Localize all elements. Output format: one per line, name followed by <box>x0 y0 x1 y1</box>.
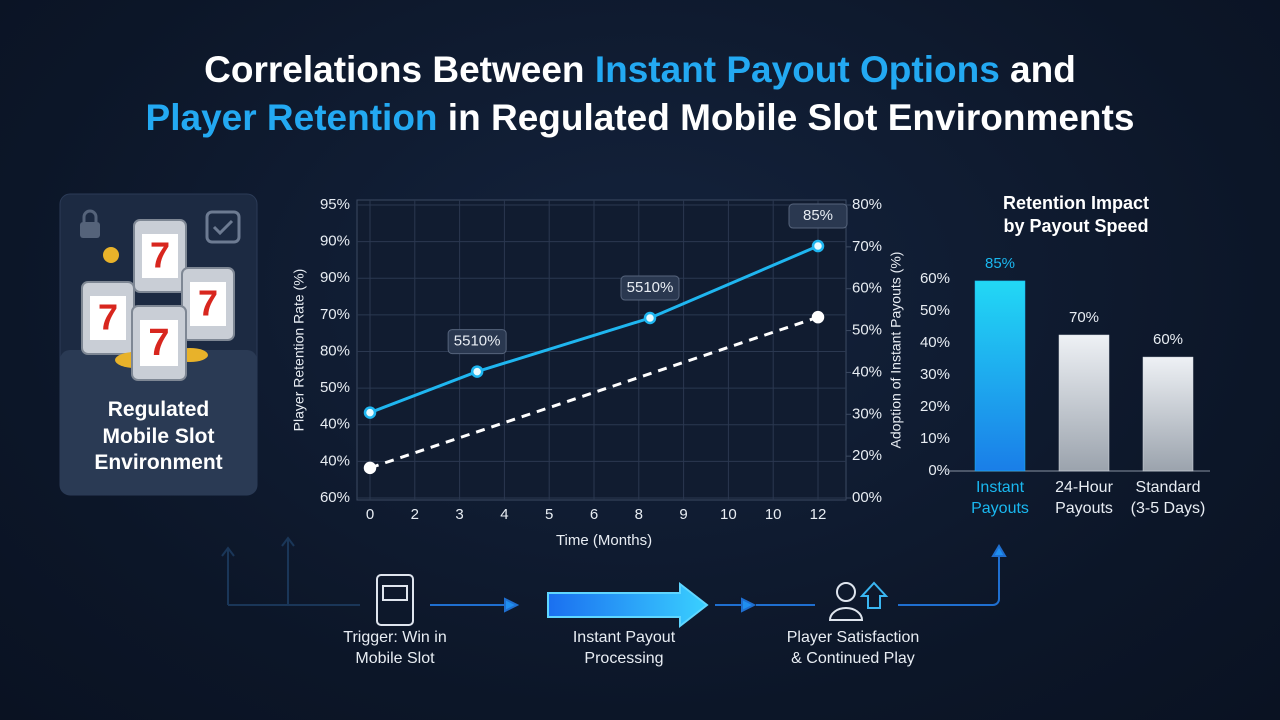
flow-diagram <box>221 536 1007 629</box>
x-tick-label: 8 <box>635 506 643 523</box>
x-tick-label: 6 <box>590 506 598 523</box>
y2-tick-label: 20% <box>852 447 882 464</box>
title-highlight: Instant Payout Options <box>595 49 1000 90</box>
svg-text:7: 7 <box>150 235 170 276</box>
data-label: 85% <box>803 207 833 224</box>
y2-tick-label: 30% <box>852 405 882 422</box>
x-tick-label: 4 <box>500 506 508 523</box>
flow-label: Instant Payout Processing <box>572 629 676 667</box>
data-point <box>363 406 377 419</box>
data-label: 85% <box>985 255 1015 272</box>
x-tick-label: 10 <box>765 506 782 523</box>
title-part: and <box>1000 49 1076 90</box>
data-point <box>643 311 657 325</box>
svg-text:7: 7 <box>98 297 118 338</box>
data-point <box>811 310 825 324</box>
y-axis-label: Player Retention Rate (%) <box>291 269 307 432</box>
y-tick-label: 70% <box>320 306 350 323</box>
y-tick-label: 20% <box>920 398 950 415</box>
y-tick-label: 10% <box>920 430 950 447</box>
y2-tick-label: 80% <box>852 196 882 213</box>
data-point <box>811 239 825 253</box>
x-tick-label: 10 <box>720 506 737 523</box>
title-highlight: Player Retention <box>146 97 438 138</box>
plot-frame <box>356 199 847 501</box>
data-point <box>470 365 484 378</box>
data-label: 60% <box>1153 331 1183 348</box>
title-line-1: Correlations Between Instant Payout Opti… <box>204 49 1076 90</box>
bar <box>974 280 1026 472</box>
x-tick-label: Standard (3-5 Days) <box>1130 479 1206 517</box>
label-box <box>447 329 507 355</box>
label-box <box>788 203 848 229</box>
title-part: Correlations Between <box>204 49 595 90</box>
title-line-2: Player Retention in Regulated Mobile Slo… <box>146 97 1135 138</box>
y2-tick-label: 60% <box>852 280 882 297</box>
title-part: in Regulated Mobile Slot Environments <box>438 97 1135 138</box>
bar-chart-title: Retention Impact by Payout Speed <box>1002 193 1149 237</box>
x-tick-label: 5 <box>545 506 553 523</box>
y-tick-label: 95% <box>320 196 350 213</box>
y-tick-label: 90% <box>320 233 350 250</box>
y-tick-label: 40% <box>920 334 950 351</box>
flow-label: Player Satisfaction & Continued Play <box>786 629 920 667</box>
data-label: 5510% <box>627 279 674 296</box>
flow-label: Trigger: Win in Mobile Slot <box>343 629 447 667</box>
data-label: 70% <box>1069 309 1099 326</box>
y-tick-label: 60% <box>320 489 350 506</box>
y2-axis-label: Adoption of Instant Payouts (%) <box>888 252 904 449</box>
y-tick-label: 50% <box>320 379 350 396</box>
y-tick-label: 60% <box>920 270 950 287</box>
y2-tick-label: 40% <box>852 363 882 380</box>
x-tick-label: 24-Hour Payouts <box>1055 479 1113 517</box>
label-box <box>620 275 680 301</box>
x-tick-label: 9 <box>679 506 687 523</box>
x-tick-label: 12 <box>810 506 827 523</box>
y-tick-label: 50% <box>920 302 950 319</box>
slot-machines: 7 7 7 7 <box>81 219 235 381</box>
slot-card: 7 7 7 7 <box>59 193 258 496</box>
y-tick-label: 90% <box>320 269 350 286</box>
y-tick-label: 40% <box>320 452 350 469</box>
y2-tick-label: 00% <box>852 489 882 506</box>
y-tick-label: 40% <box>320 416 350 433</box>
svg-text:7: 7 <box>198 283 218 324</box>
x-axis-label: Time (Months) <box>556 532 652 549</box>
x-tick-label: 2 <box>411 506 419 523</box>
x-tick-label: Instant Payouts <box>971 479 1029 517</box>
card-label: Regulated Mobile Slot Environment <box>94 398 223 475</box>
bar <box>1058 334 1110 472</box>
y2-tick-label: 50% <box>852 322 882 339</box>
y-tick-label: 0% <box>928 462 950 479</box>
svg-text:7: 7 <box>148 322 169 364</box>
y-tick-label: 80% <box>320 342 350 359</box>
x-tick-label: 3 <box>455 506 463 523</box>
series-line <box>369 244 819 415</box>
data-point <box>363 461 377 475</box>
x-tick-label: 0 <box>366 506 374 523</box>
data-label: 5510% <box>454 333 501 350</box>
y2-tick-label: 70% <box>852 238 882 255</box>
bar <box>1142 356 1194 472</box>
y-tick-label: 30% <box>920 366 950 383</box>
